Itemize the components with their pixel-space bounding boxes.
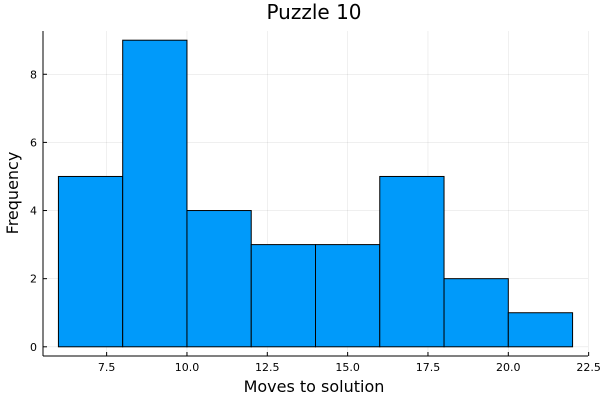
histogram-bar: [507, 312, 574, 348]
histogram-bar: [379, 175, 445, 348]
x-tick-label: 7.5: [98, 361, 116, 374]
y-tick-label: 8: [30, 68, 37, 81]
y-tick-label: 2: [30, 273, 37, 286]
x-axis-label: Moves to solution: [244, 377, 385, 396]
x-tick-label: 17.5: [416, 361, 441, 374]
y-tick-label: 4: [30, 205, 37, 218]
x-tick-label: 15.0: [335, 361, 360, 374]
x-tick-label: 20.0: [496, 361, 521, 374]
y-axis-label: Frequency: [3, 152, 22, 235]
histogram-bar: [122, 39, 188, 348]
x-ticks: 7.5 10.0 12.5 15.0 17.5 20.0 22.5: [98, 352, 600, 374]
y-tick-label: 6: [30, 136, 37, 149]
y-ticks: 0 2 4 6 8: [30, 68, 47, 354]
x-tick-label: 10.0: [175, 361, 200, 374]
x-tick-label: 12.5: [255, 361, 280, 374]
histogram-bar: [315, 244, 381, 348]
x-tick-label: 22.5: [576, 361, 600, 374]
chart-title: Puzzle 10: [266, 0, 361, 24]
axes: [42, 31, 588, 357]
histogram-bar: [250, 244, 316, 348]
histogram-bar: [57, 175, 124, 348]
y-tick-label: 0: [30, 341, 37, 354]
bars: [57, 39, 574, 348]
histogram-bar: [443, 278, 509, 348]
histogram-bar: [186, 210, 252, 348]
